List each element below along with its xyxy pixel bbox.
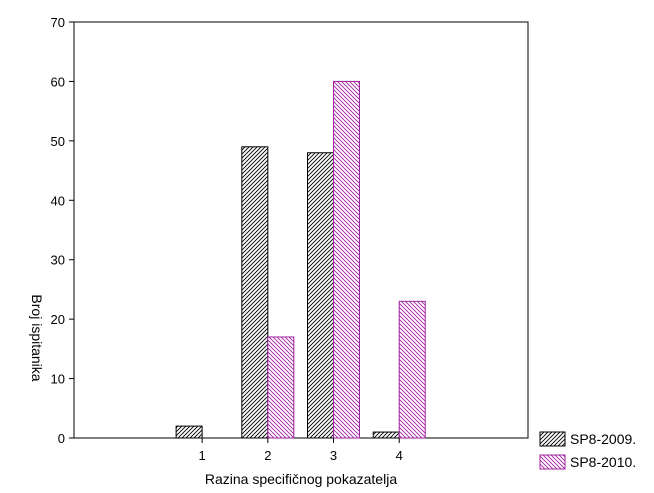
y-tick-label: 50: [51, 134, 65, 149]
bar-sp8-2010-cat-2: [267, 336, 295, 439]
legend-item-sp8-2009: SP8-2009.: [539, 431, 636, 447]
x-axis-ticks: 1 2 3 4: [198, 438, 403, 463]
legend: SP8-2009. SP8-2010.: [539, 431, 636, 470]
y-axis-label: Broj ispitanika: [29, 294, 45, 381]
y-tick-label: 10: [51, 372, 65, 387]
legend-item-sp8-2010: SP8-2010.: [539, 454, 636, 470]
bar-sp8-2009-cat-4: [372, 431, 400, 439]
bars-group: [175, 80, 426, 439]
y-tick-label: 20: [51, 312, 65, 327]
legend-label-sp8-2010: SP8-2010.: [570, 454, 636, 470]
y-tick-label: 70: [51, 15, 65, 30]
legend-swatch-sp8-2010: [539, 454, 566, 470]
x-tick-label: 1: [198, 448, 205, 463]
legend-label-sp8-2009: SP8-2009.: [570, 431, 636, 447]
plot-area: [73, 21, 529, 439]
bar-sp8-2010-cat-4: [398, 300, 426, 439]
y-tick-label: 0: [58, 431, 65, 446]
legend-swatch-sp8-2009: [539, 431, 566, 447]
bar-sp8-2009-cat-1: [175, 425, 203, 439]
y-axis-ticks: 0 10 20 30 40 50 60 70: [51, 15, 74, 446]
bar-sp8-2009-cat-2: [241, 146, 269, 439]
y-tick-label: 40: [51, 193, 65, 208]
x-axis-label: Razina specifičnog pokazatelja: [205, 471, 397, 487]
x-tick-label: 2: [264, 448, 271, 463]
y-tick-label: 60: [51, 74, 65, 89]
bar-sp8-2009-cat-3: [307, 152, 335, 439]
x-tick-label: 4: [396, 448, 403, 463]
x-tick-label: 3: [330, 448, 337, 463]
y-tick-label: 30: [51, 253, 65, 268]
bar-sp8-2010-cat-3: [333, 80, 361, 439]
